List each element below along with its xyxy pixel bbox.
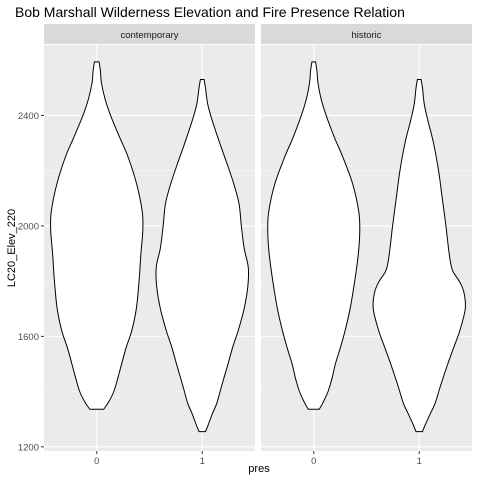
x-tick-label: 0	[94, 456, 99, 467]
violin-contemporary-0	[50, 61, 144, 410]
y-tick-label: 1600	[18, 332, 39, 343]
y-tick-label: 2400	[18, 111, 39, 122]
facet-strip	[261, 24, 472, 44]
y-axis-title: LC20_Elev_220	[6, 209, 18, 287]
y-tick-label: 1200	[18, 442, 39, 453]
violin-historic-1	[372, 79, 466, 433]
y-tick-label: 2000	[18, 221, 39, 232]
x-tick-label: 1	[200, 456, 205, 467]
facet-panel-contemporary: contemporary 0 1	[44, 24, 255, 467]
violin-contemporary-1	[155, 79, 250, 433]
x-tick-label: 0	[311, 456, 316, 467]
facet-strip-label: contemporary	[120, 30, 178, 41]
facet-strip-label: historic	[351, 30, 381, 41]
violin-historic-0	[267, 61, 361, 410]
x-axis-title: pres	[248, 463, 270, 475]
facet-panels: 1200 1600 2000 2400 contemporary 0 1 historic 0 1	[18, 24, 472, 467]
facet-strip	[44, 24, 255, 44]
chart-title: Bob Marshall Wilderness Elevation and Fi…	[15, 4, 405, 20]
facet-panel-historic: historic 0 1	[261, 24, 472, 467]
x-tick-label: 1	[417, 456, 422, 467]
